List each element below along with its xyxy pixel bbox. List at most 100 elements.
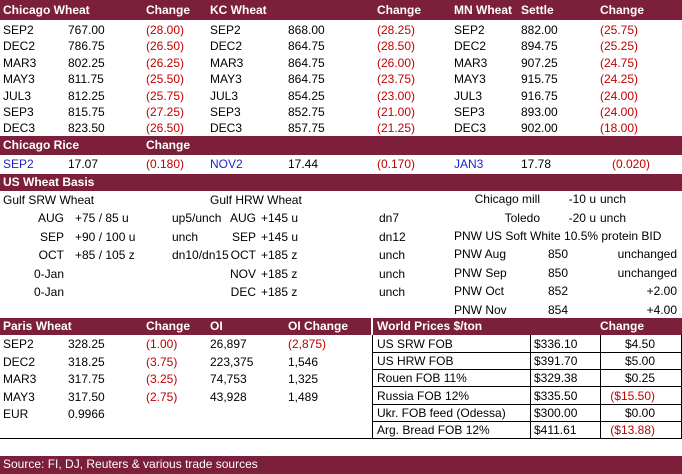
mn-month: DEC3 (454, 121, 487, 136)
chicago-change: (27.25) (146, 105, 185, 119)
mn-change: (24.75) (600, 55, 639, 70)
kc-month: DEC2 (210, 39, 243, 54)
world-header-bar: World Prices $/ton Change (373, 318, 682, 335)
basis-header-bar: US Wheat Basis (0, 174, 682, 191)
pnw-title: PNW US Soft White 10.5% protein BID (454, 229, 662, 243)
paris-month: MAY3 (3, 389, 35, 404)
mn-settle: 907.25 (521, 55, 558, 70)
srw-month: SEP (39, 229, 64, 244)
mn-change: (25.25) (600, 39, 639, 54)
kc-month: SEP3 (210, 105, 241, 119)
footer-bar: Source: FI, DJ, Reuters & various trade … (0, 456, 682, 474)
kc-change: (28.25) (377, 23, 416, 37)
mn-settle: 894.75 (521, 39, 558, 54)
kc-price: 864.75 (288, 39, 325, 54)
world-price: $336.10 (534, 337, 578, 351)
mill-location: Toledo (504, 210, 540, 225)
chicago-month: SEP3 (3, 105, 34, 119)
mn-settle-header: Settle (521, 3, 554, 17)
chicago-change-header: Change (146, 3, 191, 17)
chicago-price: 812.25 (68, 88, 105, 103)
chicago-price: 786.75 (68, 39, 105, 54)
pnw-month: PNW Sep (454, 265, 507, 280)
chicago-rice-header: Chicago Rice (3, 138, 80, 152)
world-price: $391.70 (534, 354, 578, 369)
eur-label: EUR (3, 407, 29, 421)
pnw-month: PNW Aug (454, 247, 507, 261)
pnw-basis: 850 (547, 247, 568, 261)
pnw-month: PNW Nov (454, 302, 507, 317)
kc-wheat-header: KC Wheat (210, 3, 267, 17)
paris-oi: 26,897 (210, 337, 247, 351)
world-prices-header: World Prices $/ton (377, 319, 483, 333)
srw-month: 0-Jan (33, 285, 64, 299)
world-price: $411.61 (534, 423, 577, 437)
mn-month: MAY3 (454, 72, 486, 87)
chicago-wheat-header: Chicago Wheat (3, 3, 90, 17)
world-row-divider (372, 420, 682, 422)
kc-month: MAY3 (210, 72, 242, 87)
srw-month: 0-Jan (33, 266, 64, 281)
chicago-month: MAR3 (3, 55, 37, 70)
chicago-price: 823.50 (68, 121, 105, 136)
world-origin: Rouen FOB 11% (377, 371, 467, 386)
hrw-change: unch (379, 285, 406, 299)
hrw-change: dn7 (379, 211, 400, 225)
eur-value: 0.9966 (68, 407, 105, 421)
world-change: ($15.50) (610, 388, 655, 403)
world-change: $5.00 (624, 354, 655, 369)
hrw-month: SEP (231, 229, 256, 244)
wheat-header-bar: Chicago Wheat Change KC Wheat Change MN … (0, 0, 682, 20)
paris-bottom-border (0, 438, 372, 439)
paris-change: (3.25) (146, 372, 178, 386)
paris-oi: 223,375 (210, 354, 254, 369)
kc-change: (23.75) (377, 72, 416, 87)
mn-wheat-header: MN Wheat (454, 3, 512, 17)
kc-price: 864.75 (288, 72, 325, 87)
chicago-price: 802.25 (68, 55, 105, 70)
rice-value: 17.78 (521, 157, 552, 171)
world-row-divider (372, 369, 682, 371)
kc-price: 857.75 (288, 121, 325, 136)
basis-title: US Wheat Basis (3, 175, 95, 189)
world-divider (530, 335, 531, 438)
chicago-price: 815.75 (68, 105, 105, 119)
mn-month: JUL3 (454, 88, 483, 103)
rice-change-header: Change (146, 138, 191, 152)
hrw-month: OCT (230, 248, 256, 262)
world-bottom-border (372, 438, 682, 439)
rice-change: (0.020) (612, 157, 651, 171)
rice-change: (0.180) (146, 157, 185, 171)
kc-change: (21.00) (377, 105, 416, 119)
rice-month: SEP2 (3, 157, 34, 171)
paris-header-bar: Paris Wheat Change OI OI Change (0, 318, 371, 335)
world-change: $0.25 (624, 371, 655, 386)
mill-basis: -10 u (568, 192, 596, 206)
rice-change: (0.170) (377, 157, 416, 171)
hrw-month: DEC (230, 285, 256, 299)
paris-oi-change: 1,546 (288, 354, 319, 369)
chicago-price: 811.75 (68, 72, 104, 87)
mn-change: (25.75) (600, 23, 639, 37)
mn-settle: 902.00 (521, 121, 558, 136)
chicago-month: SEP2 (3, 23, 34, 37)
pnw-change: +2.00 (646, 284, 677, 298)
paris-oi-header: OI (210, 319, 223, 333)
srw-basis: +85 / 105 z (75, 248, 135, 262)
chicago-change: (28.00) (146, 23, 185, 37)
kc-month: DEC3 (210, 121, 243, 136)
kc-change: (26.00) (377, 55, 416, 70)
chicago-month: JUL3 (3, 88, 32, 103)
world-change-header: Change (600, 319, 645, 333)
srw-month: AUG (37, 211, 64, 225)
world-row-divider (372, 352, 682, 353)
world-origin: Arg. Bread FOB 12% (377, 423, 490, 437)
srw-basis: +75 / 85 u (75, 211, 129, 225)
pnw-change: +4.00 (646, 302, 677, 317)
world-change: $4.50 (624, 337, 655, 351)
hrw-change: dn12 (379, 229, 406, 244)
world-divider (372, 335, 373, 438)
kc-month: JUL3 (210, 88, 239, 103)
world-origin: US HRW FOB (377, 354, 454, 369)
mn-month: SEP3 (454, 105, 485, 119)
